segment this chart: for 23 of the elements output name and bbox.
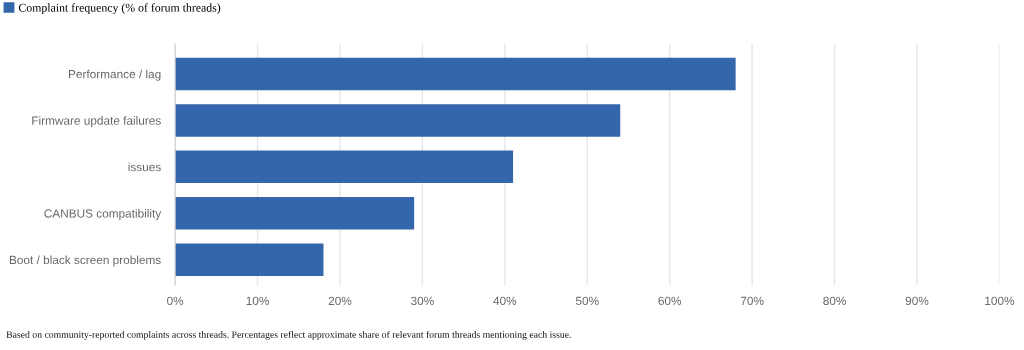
x-tick-label: 0% [167,296,184,306]
x-tick-label: 60% [658,296,682,306]
legend-label: Complaint frequency (% of forum threads) [18,3,221,15]
y-tick-label: Performance / lag [69,69,161,81]
x-tick-label: 90% [905,296,929,306]
bar [175,243,324,276]
bar [175,57,736,91]
bar [175,104,621,137]
x-tick-label: 50% [575,296,599,306]
y-tick-label: Boot / black screen problems [9,255,161,267]
x-tick-label: 30% [411,296,434,306]
x-tick-label: 20% [328,296,352,306]
y-tick-label: CANBUS compatibility [44,208,162,220]
y-tick-label: Firmware update failures [32,116,161,128]
x-tick-label: 70% [740,296,764,306]
x-tick-label: 80% [823,296,846,306]
text: Based on community-reported complaints across threads. Percentages reflect approximate share of relevant forum threads mentioning each issue. [6,330,571,340]
y-tick-label: issues [128,162,161,172]
bar [175,197,415,230]
x-tick-label: 10% [246,296,269,306]
x-tick-label: 100% [985,296,1015,306]
x-tick-label: 40% [493,296,517,306]
bar [175,150,514,184]
